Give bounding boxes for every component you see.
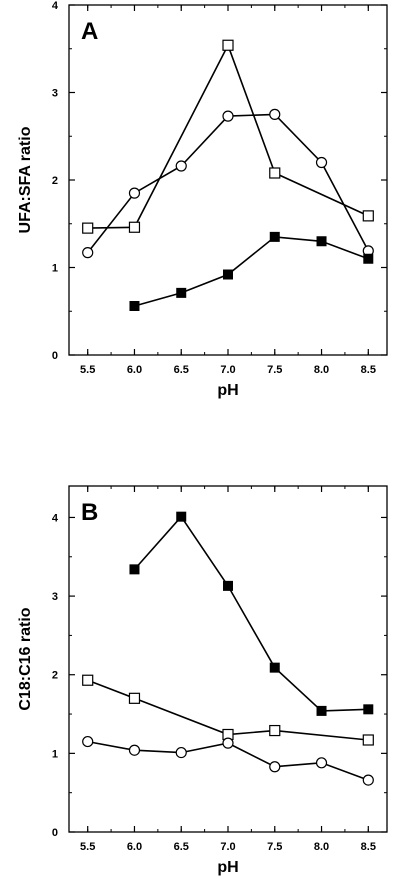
data-point — [82, 735, 94, 748]
series-line — [133, 515, 369, 712]
y-tick-label: 3 — [52, 591, 58, 603]
data-point — [128, 221, 141, 233]
x-tick-label: 6.0 — [127, 364, 142, 376]
series-open-circle — [82, 735, 374, 786]
x-tick-label: 6.0 — [127, 841, 142, 853]
data-point — [362, 734, 374, 746]
data-point — [82, 222, 94, 234]
panel-b: 5.5 6.0 6.5 7.0 7.5 8.0 8.5 0 1 2 3 4 pH C18:C16 rati… — [17, 485, 388, 876]
data-point — [362, 774, 374, 786]
data-point — [129, 301, 140, 311]
y-tick-label: 2 — [52, 670, 58, 682]
series-open-square — [82, 39, 374, 234]
data-point — [362, 210, 374, 222]
x-tick-label: 8.5 — [361, 364, 376, 376]
data-point — [222, 737, 234, 749]
y-tick-label: 4 — [52, 0, 59, 12]
x-tick-label: 7.0 — [220, 364, 235, 376]
series-filled-square — [129, 231, 374, 311]
panel-label: A — [81, 18, 98, 45]
data-point — [128, 187, 141, 199]
plot-frame — [68, 4, 388, 356]
data-point — [175, 746, 187, 759]
y-tick-label: 1 — [52, 748, 58, 760]
y-tick-label: 1 — [52, 263, 58, 275]
data-point — [128, 744, 141, 756]
data-point — [223, 269, 233, 280]
x-tick-label: 8.0 — [314, 364, 329, 376]
data-point — [316, 236, 327, 247]
series-line — [87, 43, 369, 229]
data-point — [222, 39, 234, 51]
y-tick-label: 4 — [52, 512, 59, 524]
data-point — [176, 287, 187, 298]
series-filled-square — [129, 511, 374, 716]
data-point — [129, 564, 140, 575]
data-point — [315, 757, 328, 769]
series-line — [134, 236, 369, 307]
series-open-square — [82, 674, 374, 746]
data-point — [363, 253, 374, 264]
data-point — [176, 511, 187, 522]
data-point — [316, 705, 327, 716]
panel-a: 5.5 6.0 6.5 7.0 7.5 8.0 8.5 0 1 2 3 4 pH UFA:SFA rati… — [17, 0, 388, 399]
y-tick-label: 0 — [52, 827, 58, 839]
data-point — [175, 160, 187, 172]
x-tick-label: 7.5 — [267, 841, 282, 853]
data-point — [223, 580, 233, 591]
x-tick-label: 8.5 — [361, 841, 376, 853]
data-point — [269, 724, 281, 737]
data-point — [269, 167, 281, 179]
data-point — [363, 704, 374, 715]
data-point — [128, 692, 141, 704]
y-tick-label: 3 — [52, 88, 58, 100]
panel-label: B — [81, 499, 98, 526]
data-point — [269, 231, 280, 242]
data-point — [315, 156, 328, 169]
data-point — [222, 110, 234, 122]
y-axis-title: UFA:SFA ratio — [17, 126, 34, 233]
plot-frame — [68, 485, 388, 833]
x-axis-title: pH — [217, 382, 238, 399]
y-tick-label: 2 — [52, 175, 58, 187]
x-tick-label: 8.0 — [314, 841, 329, 853]
series-open-circle — [82, 108, 374, 259]
x-tick-label: 7.0 — [220, 841, 235, 853]
x-axis-title: pH — [217, 859, 238, 876]
x-tick-label: 5.5 — [80, 841, 95, 853]
x-tick-label: 6.5 — [174, 841, 189, 853]
x-tick-label: 6.5 — [174, 364, 189, 376]
data-point — [269, 761, 281, 773]
y-tick-label: 0 — [52, 350, 58, 362]
data-point — [269, 108, 281, 120]
data-point — [82, 247, 94, 259]
data-point — [82, 674, 94, 686]
x-tick-label: 7.5 — [267, 364, 282, 376]
y-axis-title: C18:C16 ratio — [17, 607, 34, 710]
data-point — [269, 662, 280, 673]
x-tick-label: 5.5 — [80, 364, 95, 376]
